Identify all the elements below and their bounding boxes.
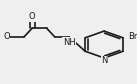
Text: N: N bbox=[102, 56, 108, 65]
Text: NH: NH bbox=[63, 38, 76, 47]
Text: Br: Br bbox=[129, 32, 137, 41]
Text: O: O bbox=[3, 32, 10, 41]
Text: O: O bbox=[29, 12, 35, 21]
